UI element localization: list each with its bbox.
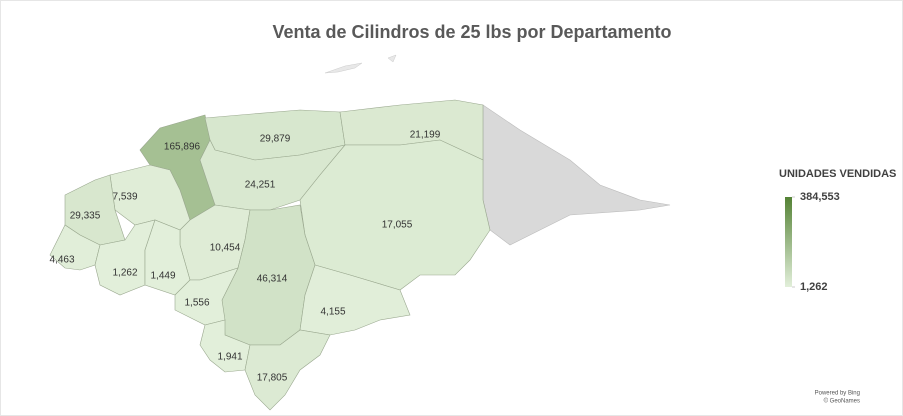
value-label: 1,556 bbox=[184, 298, 209, 309]
value-label: 29,335 bbox=[70, 211, 101, 222]
value-label: 17,055 bbox=[382, 220, 413, 231]
legend-tick-label: 1,262 bbox=[800, 281, 828, 293]
department bbox=[144, 219, 191, 296]
department bbox=[244, 329, 331, 411]
legend-tick-label: 384,553 bbox=[800, 191, 840, 203]
value-label: 1,262 bbox=[112, 268, 137, 279]
value-label: 21,199 bbox=[410, 130, 441, 141]
value-label: 1,449 bbox=[150, 271, 175, 282]
attribution: Powered by Bing bbox=[815, 391, 860, 397]
value-label: 7,539 bbox=[112, 192, 137, 203]
value-label: 165,896 bbox=[164, 142, 201, 153]
legend-title: UNIDADES VENDIDAS bbox=[779, 168, 896, 180]
island bbox=[387, 54, 397, 63]
value-label: 1,941 bbox=[217, 352, 242, 363]
value-label: 17,805 bbox=[257, 373, 288, 384]
value-label: 10,454 bbox=[210, 243, 241, 254]
chart-title: Venta de Cilindros de 25 lbs por Departa… bbox=[272, 22, 671, 42]
department bbox=[299, 139, 491, 291]
island bbox=[324, 62, 363, 74]
department bbox=[199, 139, 346, 211]
attribution: © GeoNames bbox=[824, 398, 860, 405]
value-label: 46,314 bbox=[257, 274, 288, 285]
value-label: 29,879 bbox=[260, 134, 291, 145]
value-label: 4,155 bbox=[320, 307, 345, 318]
value-label: 4,463 bbox=[49, 255, 74, 266]
legend-gradient bbox=[785, 197, 792, 287]
department bbox=[299, 264, 411, 336]
value-label: 24,251 bbox=[245, 180, 276, 191]
